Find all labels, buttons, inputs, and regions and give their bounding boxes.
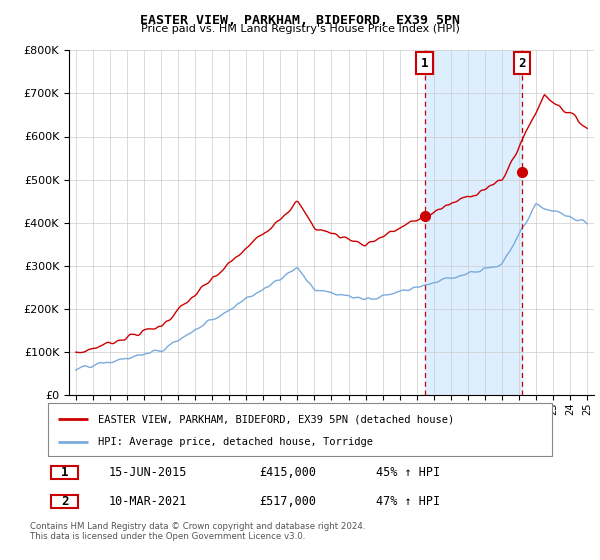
Text: EASTER VIEW, PARKHAM, BIDEFORD, EX39 5PN: EASTER VIEW, PARKHAM, BIDEFORD, EX39 5PN <box>140 14 460 27</box>
FancyBboxPatch shape <box>50 495 78 508</box>
Text: 2: 2 <box>518 57 526 70</box>
Text: HPI: Average price, detached house, Torridge: HPI: Average price, detached house, Torr… <box>98 436 373 446</box>
Text: 15-JUN-2015: 15-JUN-2015 <box>109 465 187 479</box>
Text: 45% ↑ HPI: 45% ↑ HPI <box>376 465 440 479</box>
Text: 10-MAR-2021: 10-MAR-2021 <box>109 495 187 508</box>
Bar <box>425 50 522 395</box>
FancyBboxPatch shape <box>50 466 78 479</box>
Text: 1: 1 <box>421 57 428 70</box>
Text: This data is licensed under the Open Government Licence v3.0.: This data is licensed under the Open Gov… <box>30 532 305 541</box>
Text: £517,000: £517,000 <box>260 495 317 508</box>
FancyBboxPatch shape <box>48 403 552 456</box>
Text: 2: 2 <box>61 495 68 508</box>
Text: Price paid vs. HM Land Registry's House Price Index (HPI): Price paid vs. HM Land Registry's House … <box>140 24 460 34</box>
Text: EASTER VIEW, PARKHAM, BIDEFORD, EX39 5PN (detached house): EASTER VIEW, PARKHAM, BIDEFORD, EX39 5PN… <box>98 414 455 424</box>
Text: Contains HM Land Registry data © Crown copyright and database right 2024.: Contains HM Land Registry data © Crown c… <box>30 522 365 531</box>
Text: £415,000: £415,000 <box>260 465 317 479</box>
Text: 1: 1 <box>61 465 68 479</box>
Text: 47% ↑ HPI: 47% ↑ HPI <box>376 495 440 508</box>
